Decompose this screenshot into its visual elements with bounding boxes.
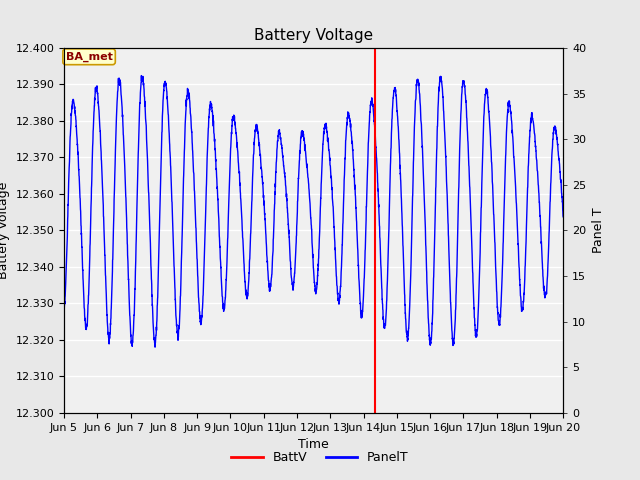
Legend: BattV, PanelT: BattV, PanelT: [227, 446, 413, 469]
X-axis label: Time: Time: [298, 438, 329, 451]
Y-axis label: Panel T: Panel T: [592, 207, 605, 253]
Y-axis label: Battery Voltage: Battery Voltage: [0, 182, 10, 279]
Title: Battery Voltage: Battery Voltage: [254, 28, 373, 43]
Text: BA_met: BA_met: [66, 52, 113, 62]
